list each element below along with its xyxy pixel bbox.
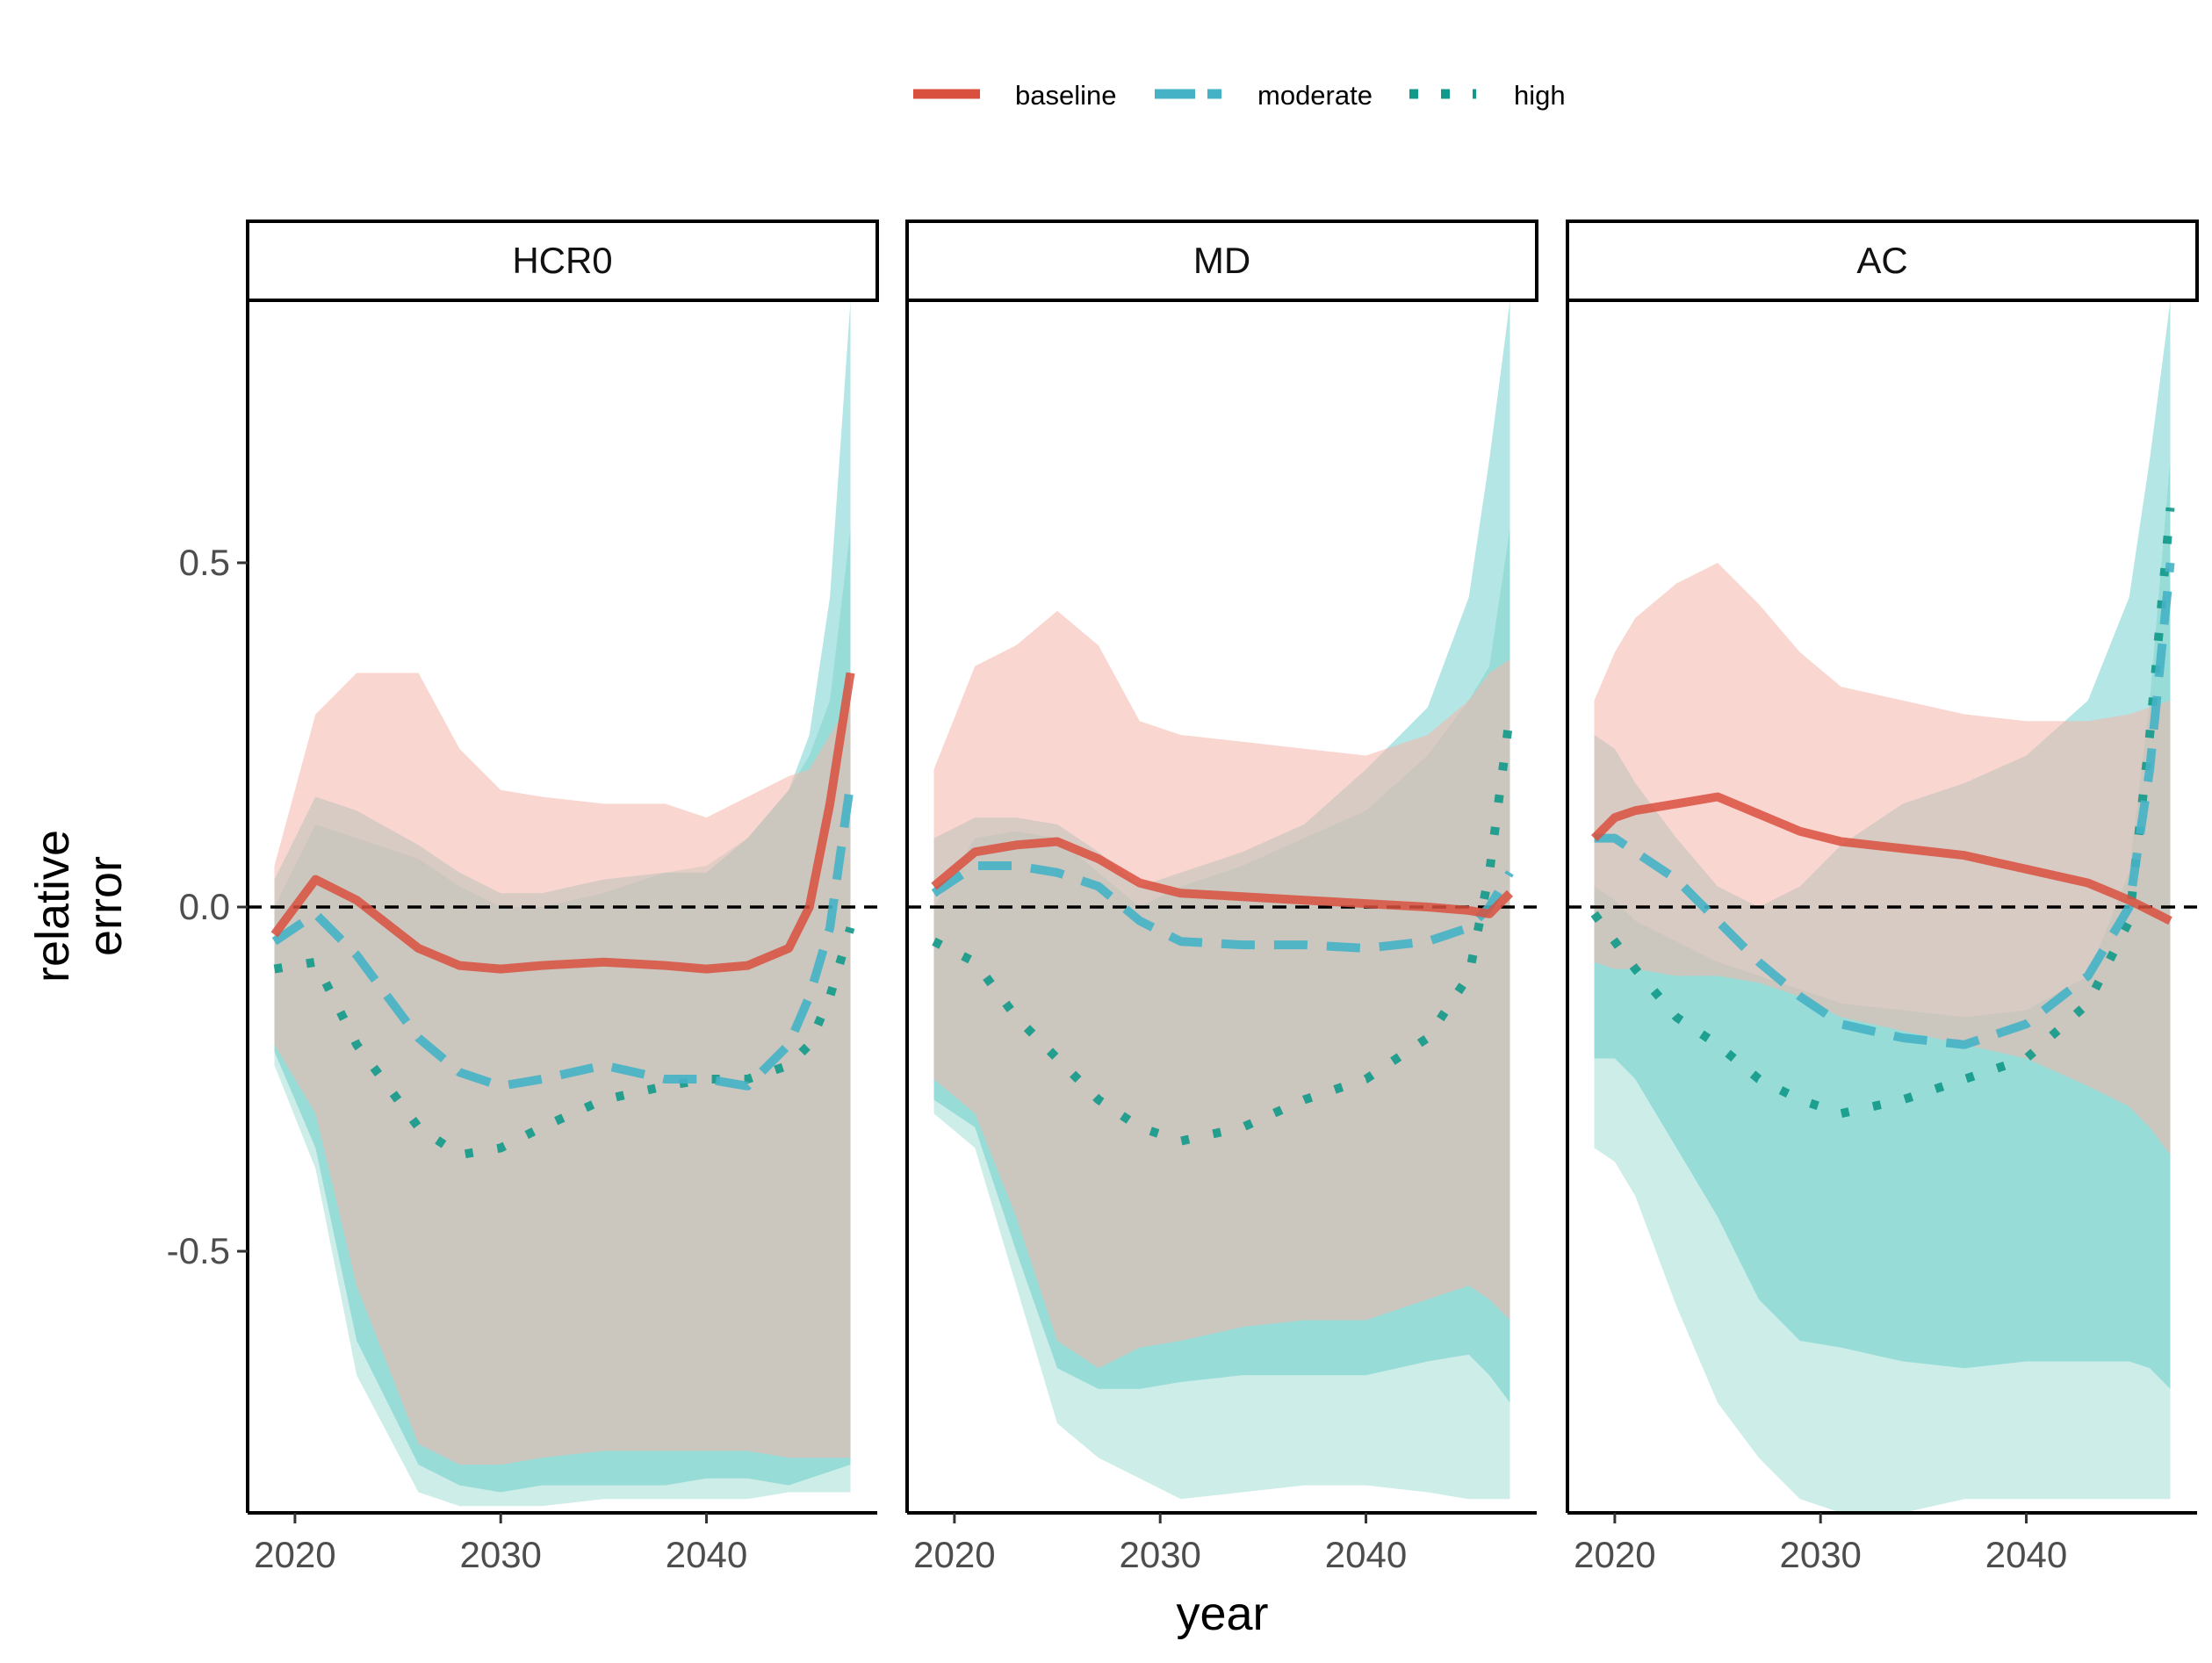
x-tick-label: 2020 [913, 1534, 995, 1575]
x-tick-label: 2030 [1779, 1534, 1861, 1575]
x-tick-label: 2040 [1325, 1534, 1407, 1575]
plot-area [248, 301, 877, 1507]
panel-hcr0: HCR0 2020 2030 2040 -0.5 0.0 0.5 [167, 220, 879, 1575]
x-tick-label: 2020 [1574, 1534, 1655, 1575]
x-tick-label: 2030 [1119, 1534, 1200, 1575]
legend-label-baseline: baseline [1015, 80, 1116, 111]
panel-ac: AC 2020 2030 2040 [1566, 220, 2199, 1575]
x-axis-title: year [1176, 1587, 1268, 1640]
legend-label-moderate: moderate [1257, 80, 1373, 111]
band-baseline [274, 673, 851, 1465]
median-line-high [273, 926, 855, 1160]
y-tick-label: 0.5 [179, 542, 230, 583]
median-line-moderate [931, 861, 1514, 953]
band-baseline [933, 610, 1510, 1369]
panel-md: MD 2020 2030 2040 [905, 220, 1538, 1575]
band-baseline [1594, 563, 2171, 1155]
facet-title: AC [1856, 240, 1907, 281]
facet-strip [1566, 220, 2199, 302]
y-tick-label: 0.0 [179, 886, 230, 927]
y-tick-label: -0.5 [167, 1230, 230, 1271]
median-line-baseline [1590, 792, 2172, 925]
plot-area [907, 301, 1537, 1500]
x-tick-label: 2040 [666, 1534, 747, 1575]
y-axis-title-line: relative [26, 830, 79, 983]
plot-area [1567, 301, 2197, 1513]
median-line-moderate [1594, 562, 2175, 1049]
legend-label-high: high [1514, 80, 1566, 111]
band-high [1594, 459, 2171, 1513]
facet-title: HCR0 [512, 240, 612, 281]
median-line-high [932, 713, 1515, 1146]
legend: baseline moderate high [913, 80, 1566, 111]
y-axis-title: relativeerror [26, 830, 132, 983]
x-tick-label: 2040 [1985, 1534, 2067, 1575]
facet-title: MD [1193, 240, 1250, 281]
facet-strip [905, 220, 1538, 302]
median-line-baseline [931, 837, 1514, 918]
median-line-baseline [270, 672, 855, 974]
y-axis-title-line: error [79, 856, 132, 956]
facet-strip [246, 220, 879, 302]
x-tick-label: 2020 [254, 1534, 335, 1575]
x-tick-label: 2030 [459, 1534, 541, 1575]
median-line-moderate [271, 782, 855, 1091]
